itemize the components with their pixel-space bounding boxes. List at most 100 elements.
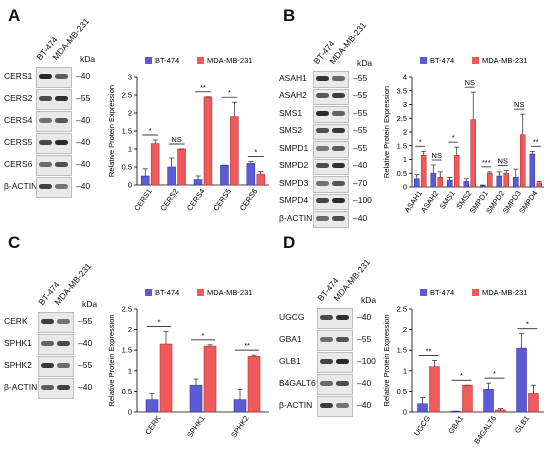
protein-band [39,184,52,189]
kda-marker: –55 [76,93,91,103]
kda-marker: –100 [353,195,372,206]
x-tick-label: ASAH2 [419,189,440,214]
legend-label: BT-474 [430,288,454,297]
bar [417,403,428,413]
protein-label: CERK [4,316,28,326]
kda-marker: –55 [353,142,368,153]
bar [203,96,213,186]
legend-label: MDA-MB-231 [482,56,527,65]
y-axis-label: Relative Protein Expression [107,314,116,406]
bar [193,179,203,186]
kda-marker: –55 [357,334,372,344]
y-tick-label: 2 [403,325,407,334]
bar [150,143,160,186]
significance-label: *** [482,158,491,167]
protein-label: B4GALT6 [279,378,316,388]
bar [529,153,536,188]
kda-marker: –40 [76,137,91,147]
kda-marker: –40 [357,312,372,322]
legend-label: MDA-MB-231 [482,288,527,297]
y-tick-label: 1.5 [397,346,407,355]
bar [486,172,493,188]
legend-swatch [145,57,152,64]
protein-band [316,215,329,221]
protein-label: SMPD3 [279,177,309,188]
significance-label: * [228,88,231,97]
y-axis-label: Relative Protein Expression [107,85,116,177]
kda-title: kDa [80,54,96,64]
significance-label: ** [533,137,539,146]
y-tick-label: 0.5 [397,387,407,396]
significance-label: NS [432,151,442,160]
y-tick-label: 2.5 [122,305,132,314]
bar [496,175,503,188]
protein-band [316,180,329,186]
bar [420,155,427,188]
legend-swatch [472,289,479,296]
protein-band [332,198,345,204]
bar [462,384,473,413]
significance-label: NS [514,100,524,109]
protein-band [332,93,345,99]
y-tick-label: 1.5 [122,346,132,355]
protein-band [39,96,52,101]
y-tick-label: 3 [128,73,132,82]
y-tick-label: 1.5 [397,141,407,150]
significance-label: ** [426,347,432,356]
kda-marker: –40 [76,181,91,191]
kda-marker: –40 [78,382,93,392]
significance-label: NS [498,157,508,166]
x-tick-label: SMS1 [438,189,457,211]
protein-band [57,385,70,390]
kda-marker: –70 [353,177,368,188]
protein-band [55,96,68,101]
protein-label: CERS2 [4,93,33,103]
protein-band [57,341,70,346]
blot-strip [36,133,72,154]
significance-label: ** [244,341,250,350]
bar [145,399,159,413]
protein-band [39,140,52,145]
legend-swatch [420,57,427,64]
bar [246,163,256,186]
protein-band [55,162,68,167]
legend-label: BT-474 [155,56,179,65]
blot-strip [317,396,353,417]
protein-band [336,315,349,320]
kda-marker: –55 [353,125,368,136]
significance-label: * [254,148,257,157]
bar [495,409,506,413]
bar [203,345,217,413]
bar [470,119,476,188]
y-tick-label: 3 [403,100,407,109]
blot-strip [317,308,353,329]
protein-label: β-ACTIN [4,181,38,191]
x-tick-label: GBA1 [446,414,465,436]
y-tick-label: 1 [403,366,407,375]
protein-band [336,381,349,386]
blot-strip [313,71,349,88]
kda-marker: –40 [357,378,372,388]
bar-chart: Relative Protein Expression 0 0.5 1 1.5 2 2.5 3… [382,56,544,215]
x-tick-label: CERS4 [185,187,207,213]
bar [437,177,443,188]
x-tick-label: CERS6 [238,187,260,213]
protein-label: SPHK2 [4,360,32,370]
blot-strip [36,111,72,132]
x-tick-label: CERS1 [132,187,154,213]
panel-a: A BT-474 MDA-MB-231 kDa CERS1 –40 CERS2 –55 CER… [0,0,275,227]
blot-strip [36,177,72,198]
western-blot: BT-474 MDA-MB-231 kDa CERK –55 SPHK1 –40 SPHK2–… [0,261,120,427]
x-tick-label: CERS2 [159,187,181,213]
y-tick-label: 0 [403,183,407,192]
protein-label: GBA1 [279,334,302,344]
bar [167,166,176,186]
blot-strip [38,334,74,355]
significance-label: * [158,318,161,327]
bar [247,356,261,413]
protein-band [332,75,345,81]
legend-swatch [197,289,204,296]
blot-strip [313,211,349,228]
kda-title: kDa [82,299,98,309]
y-tick-label: 0.5 [122,163,132,172]
